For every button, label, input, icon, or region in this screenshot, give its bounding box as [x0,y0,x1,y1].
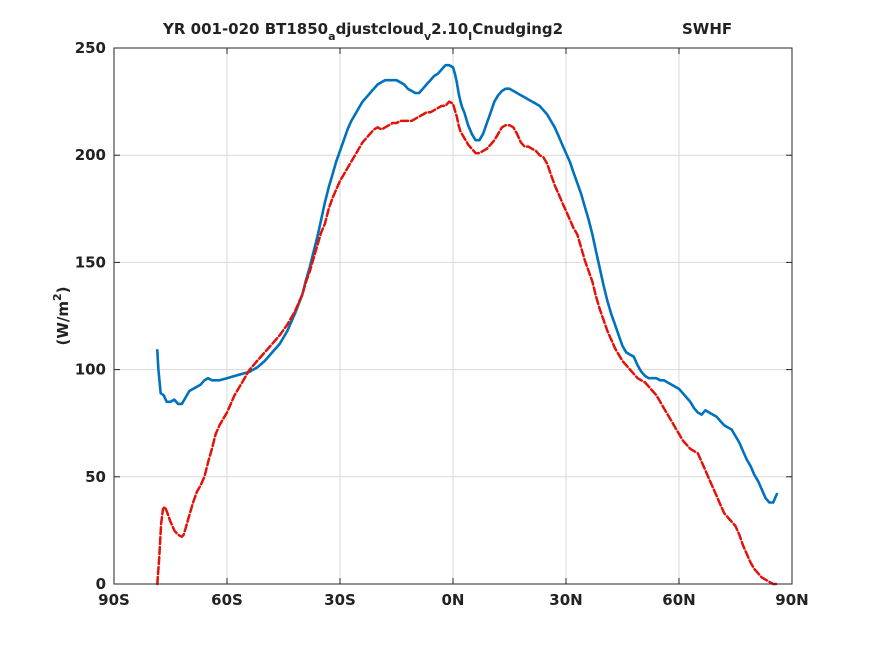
y-tick-label: 150 [75,253,106,271]
x-tick-label: 90N [775,591,808,609]
title-part: a [328,30,335,43]
y-axis-label: (W/m2) [51,286,72,345]
y-tick-label: 50 [85,468,106,486]
x-tick-label: 60N [662,591,695,609]
x-tick-labels: 90S 60S 30S 0N 30N 60N 90N [98,591,809,609]
series-line-red-dashed [156,100,779,586]
y-tick-label: 100 [75,361,106,379]
x-tick-label: 30N [549,591,582,609]
plot-series [156,63,779,586]
y-tick-label: 200 [75,146,106,164]
x-tick-label: 30S [324,591,356,609]
y-tick-labels: 0 50 100 150 200 250 [75,39,106,593]
series-line-blue-solid [156,63,779,504]
y-axis-label-main: (W/m [54,301,72,346]
y-axis-label-sup: 2 [51,293,64,301]
title-part: Cnudging2 [472,20,563,38]
x-tick-label: 90S [98,591,130,609]
axis-ticks [113,47,793,585]
title-part: YR 001-020 BT1850 [162,20,328,38]
title-part: 2.10 [431,20,468,38]
title-part: djustcloud [336,20,424,38]
y-axis-label-close: ) [54,286,72,293]
title-part: I [468,30,472,43]
title-part: v [424,30,432,43]
x-tick-label: 60S [211,591,243,609]
chart-title: YR 001-020 BT1850adjustcloudv2.10ICnudgi… [162,20,563,43]
y-tick-label: 250 [75,39,106,57]
y-tick-label: 0 [96,575,106,593]
chart-title-right: SWHF [682,20,732,38]
x-tick-label: 0N [442,591,465,609]
